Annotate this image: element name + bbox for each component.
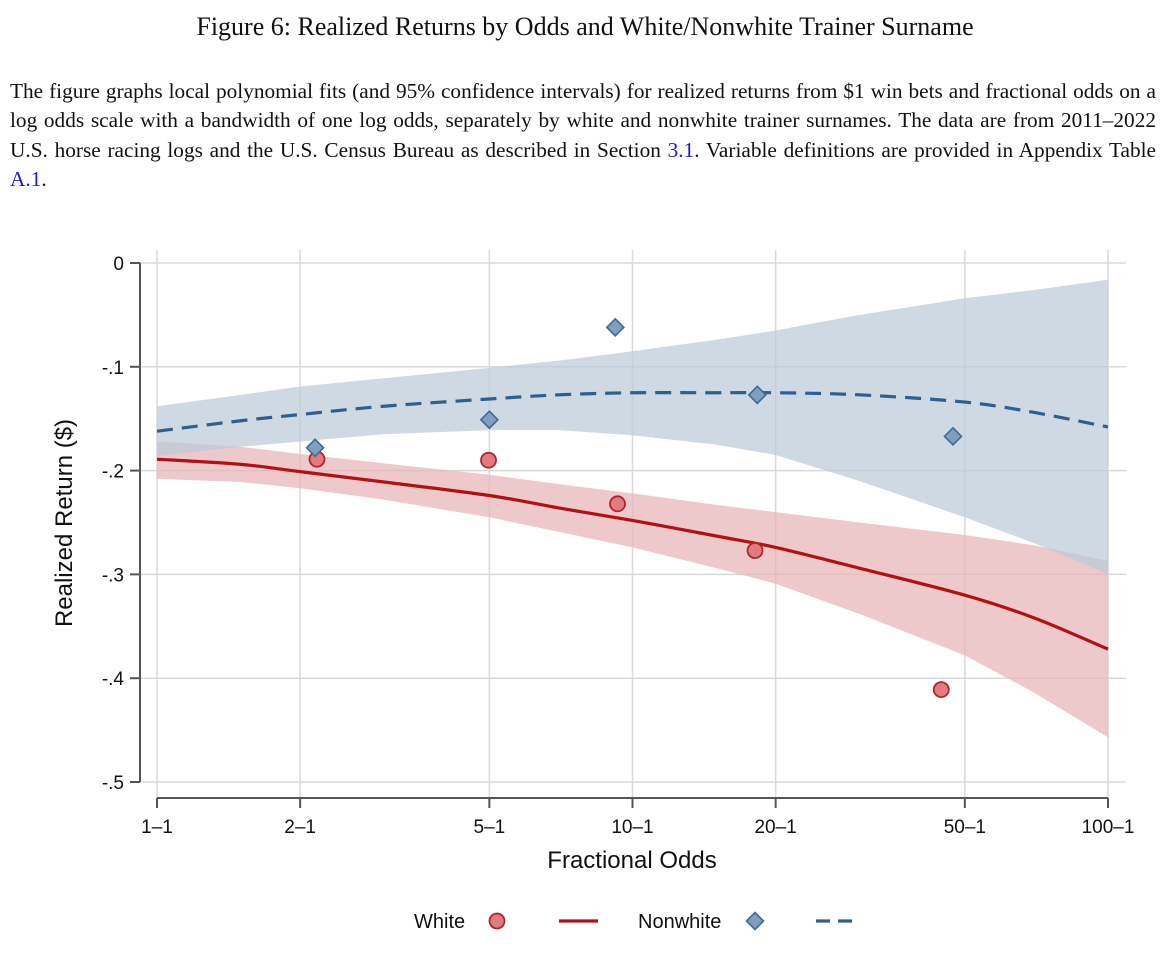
white-confidence-band	[157, 441, 1108, 738]
legend: White Nonwhite	[414, 911, 854, 933]
legend-label-nonwhite: Nonwhite	[638, 911, 721, 933]
fit-lines	[156, 390, 1109, 651]
y-tick-label: 0	[113, 254, 124, 275]
y-tick-label: -.1	[102, 358, 124, 379]
legend-nonwhite-marker	[745, 911, 765, 931]
legend-label-white: White	[414, 911, 465, 933]
white-data-point	[746, 542, 764, 559]
caption-text: .	[41, 166, 47, 191]
white-fit-line	[156, 457, 1109, 651]
y-tick-label: -.4	[102, 669, 125, 690]
white-data-point	[480, 451, 497, 469]
white-data-point	[932, 681, 950, 699]
nonwhite-data-point	[747, 385, 767, 405]
x-tick-label: 2–1	[284, 817, 316, 838]
nonwhite-data-point	[305, 438, 325, 458]
scatter-points	[305, 317, 963, 699]
confidence-bands	[157, 279, 1108, 738]
x-tick-label: 5–1	[474, 817, 506, 838]
axes: 0 -.1 -.2 -.3 -.4 -.5 1–1 2–1 5–1 10–1 20–1 50–1 100…	[51, 254, 1134, 874]
y-axis-title: Realized Return ($)	[51, 419, 78, 627]
caption-text: The figure graphs local polynomial fits …	[10, 79, 1156, 162]
x-tick-label: 1–1	[141, 817, 173, 838]
x-tick-label: 100–1	[1082, 817, 1135, 838]
figure-title: Figure 6: Realized Returns by Odds and W…	[196, 12, 974, 41]
y-tick-label: -.3	[102, 565, 124, 586]
legend-white-marker	[488, 912, 506, 930]
nonwhite-data-point	[605, 317, 625, 337]
x-tick-label: 50–1	[944, 817, 986, 838]
y-tick-label: -.2	[102, 462, 124, 483]
x-axis-title: Fractional Odds	[547, 847, 716, 874]
x-tick-label: 20–1	[754, 817, 796, 838]
y-tick-label: -.5	[102, 773, 124, 794]
white-data-point	[609, 495, 626, 513]
x-tick-label: 10–1	[611, 817, 653, 838]
nonwhite-fit-line	[156, 390, 1109, 433]
figure-caption: The figure graphs local polynomial fits …	[10, 77, 1156, 194]
caption-reference-link[interactable]: 3.1	[667, 137, 695, 162]
nonwhite-confidence-band	[157, 279, 1108, 575]
nonwhite-data-point	[943, 426, 963, 446]
nonwhite-data-point	[479, 410, 499, 430]
caption-text: . Variable definitions are provided in A…	[694, 137, 1156, 162]
caption-reference-link[interactable]: A.1	[10, 166, 42, 191]
